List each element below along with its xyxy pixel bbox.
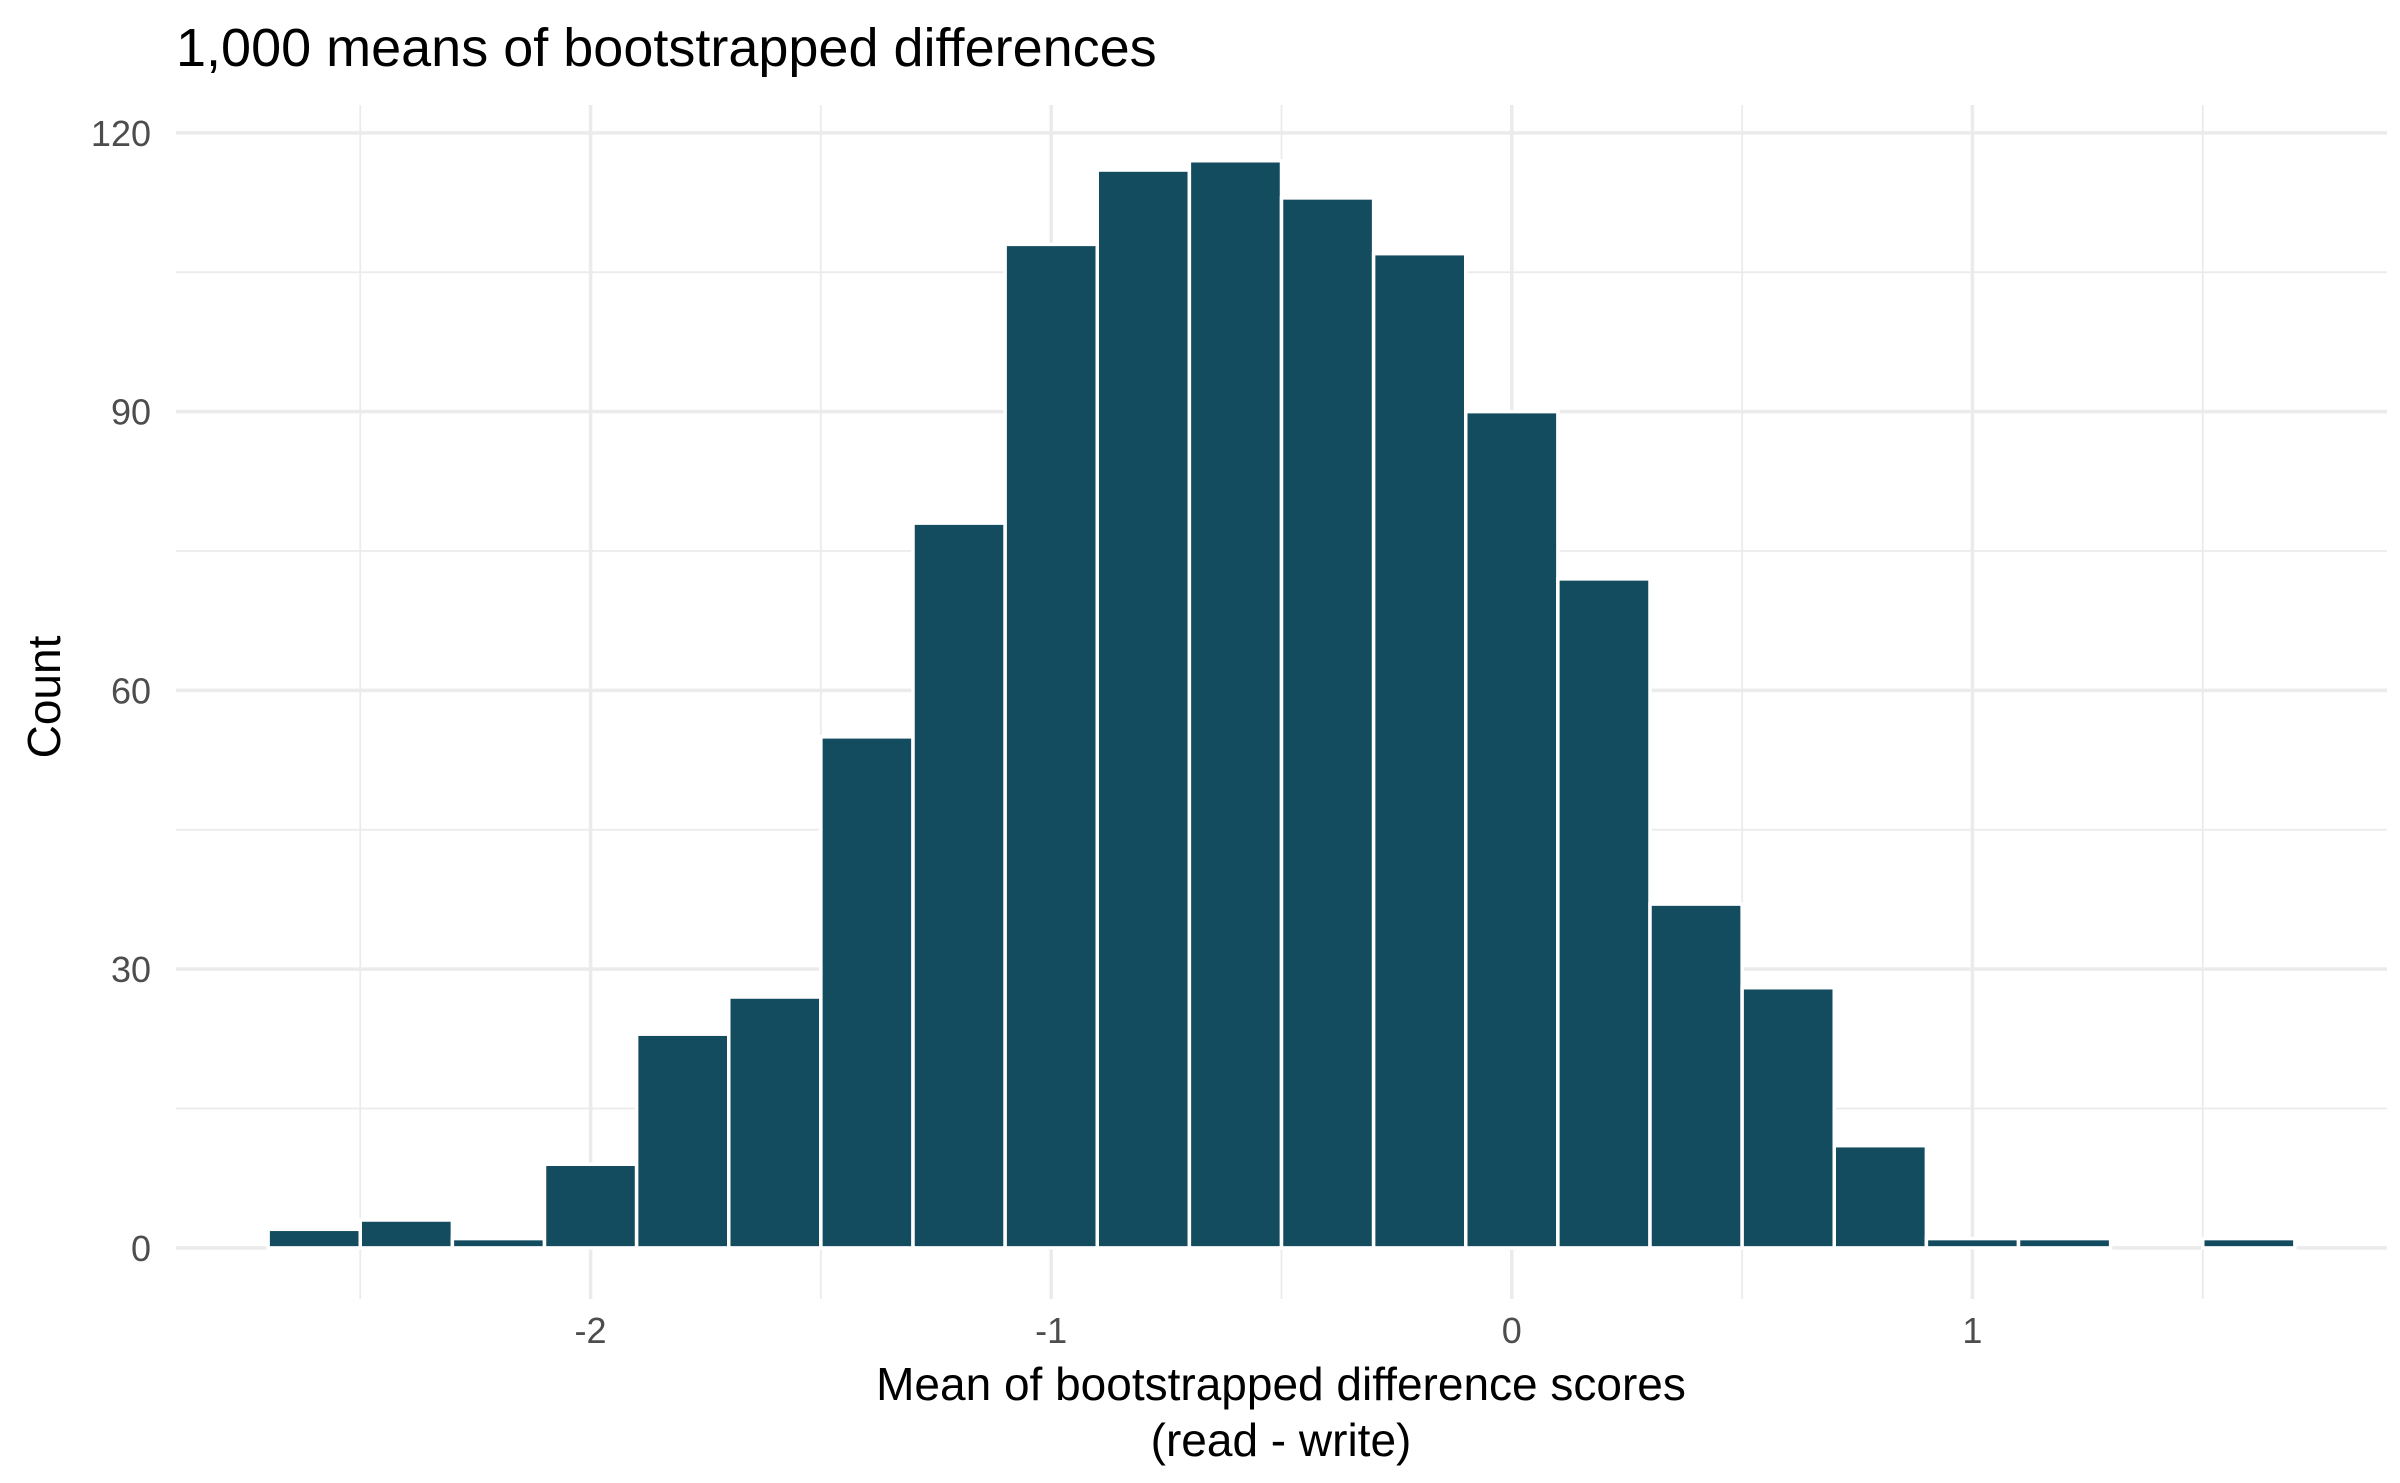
histogram-bar xyxy=(1003,242,1099,1250)
bars xyxy=(266,159,2297,1250)
x-axis-ticks: -2 -1 0 1 xyxy=(575,1310,1983,1351)
y-tick-label: 120 xyxy=(91,113,151,154)
y-axis-label: Count xyxy=(18,635,70,758)
x-axis-label-line1: Mean of bootstrapped difference scores xyxy=(876,1358,1686,1410)
histogram-bar xyxy=(1556,577,1652,1250)
histogram-bar xyxy=(1924,1236,2021,1250)
histogram-bar xyxy=(1187,159,1284,1250)
histogram-bar xyxy=(542,1162,639,1250)
histogram-bar xyxy=(266,1227,362,1250)
histogram-bar xyxy=(1095,168,1192,1250)
histogram-bar xyxy=(1740,985,1836,1250)
x-tick-label: 1 xyxy=(1962,1310,1982,1351)
histogram-bar xyxy=(358,1218,455,1250)
x-axis-label-line2: (read - write) xyxy=(1151,1414,1412,1466)
x-tick-label: -2 xyxy=(575,1310,607,1351)
x-tick-label: -1 xyxy=(1035,1310,1067,1351)
x-tick-label: 0 xyxy=(1502,1310,1522,1351)
y-tick-label: 60 xyxy=(111,670,151,711)
y-axis-ticks: 0 30 60 90 120 xyxy=(91,113,151,1269)
histogram-bar xyxy=(819,735,915,1250)
histogram-bar xyxy=(634,1032,731,1250)
histogram-bar xyxy=(1279,196,1376,1250)
histogram-bar xyxy=(2201,1236,2297,1250)
histogram-bar xyxy=(1371,251,1468,1250)
histogram-bar xyxy=(2016,1236,2113,1250)
y-tick-label: 90 xyxy=(111,392,151,433)
y-tick-label: 30 xyxy=(111,949,151,990)
histogram-bar xyxy=(1832,1143,1929,1250)
histogram-bar xyxy=(911,521,1007,1250)
histogram-bar xyxy=(727,995,823,1250)
y-tick-label: 0 xyxy=(131,1228,151,1269)
histogram-bar xyxy=(450,1236,547,1250)
histogram-bar xyxy=(1648,902,1744,1250)
chart-title: 1,000 means of bootstrapped differences xyxy=(176,18,1157,78)
histogram-bar xyxy=(1464,409,1560,1250)
